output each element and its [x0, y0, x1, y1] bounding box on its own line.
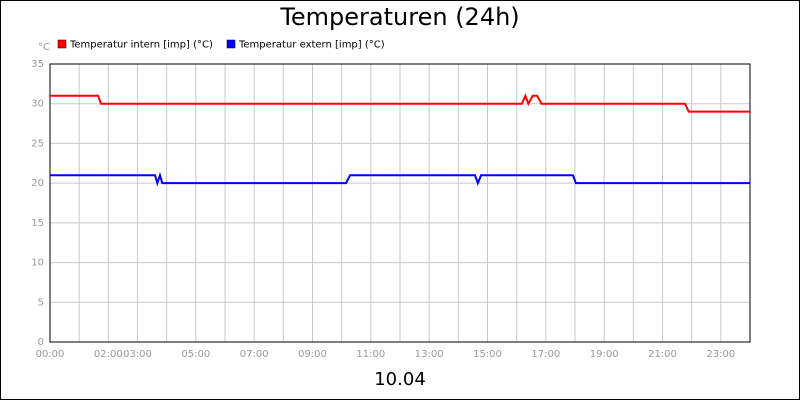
chart-title: Temperaturen (24h): [279, 3, 519, 31]
y-tick-label: 20: [31, 178, 44, 189]
x-tick-label: 02:00: [94, 349, 123, 360]
series-line: [50, 93, 750, 113]
legend-label: Temperatur intern [imp] (°C): [69, 40, 213, 51]
y-tick-label: 0: [38, 337, 44, 348]
y-tick-label: 25: [31, 138, 44, 149]
y-tick-label: 10: [31, 258, 44, 269]
y-tick-label: 5: [38, 297, 44, 308]
x-tick-label: 13:00: [415, 349, 444, 360]
x-tick-label: 23:00: [706, 349, 735, 360]
legend-label: Temperatur extern [imp] (°C): [238, 40, 385, 51]
y-tick-label: 30: [31, 99, 44, 110]
x-tick-label: 09:00: [298, 349, 327, 360]
x-tick-label: 15:00: [473, 349, 502, 360]
series-line: [50, 171, 750, 187]
x-axis-label: 10.04: [374, 369, 426, 390]
x-tick-label: 21:00: [648, 349, 677, 360]
x-tick-label: 00:00: [36, 349, 65, 360]
legend-swatch: [57, 39, 67, 49]
y-unit: °C: [38, 42, 50, 53]
plot-border: [49, 63, 751, 343]
x-tick-label: 17:00: [531, 349, 560, 360]
x-tick-label: 03:00: [123, 349, 152, 360]
x-tick-label: 05:00: [181, 349, 210, 360]
legend-swatch: [226, 39, 236, 49]
y-tick-label: 35: [31, 59, 44, 70]
y-tick-label: 15: [31, 218, 44, 229]
x-tick-label: 19:00: [590, 349, 619, 360]
x-tick-label: 11:00: [356, 349, 385, 360]
x-tick-label: 07:00: [240, 349, 269, 360]
